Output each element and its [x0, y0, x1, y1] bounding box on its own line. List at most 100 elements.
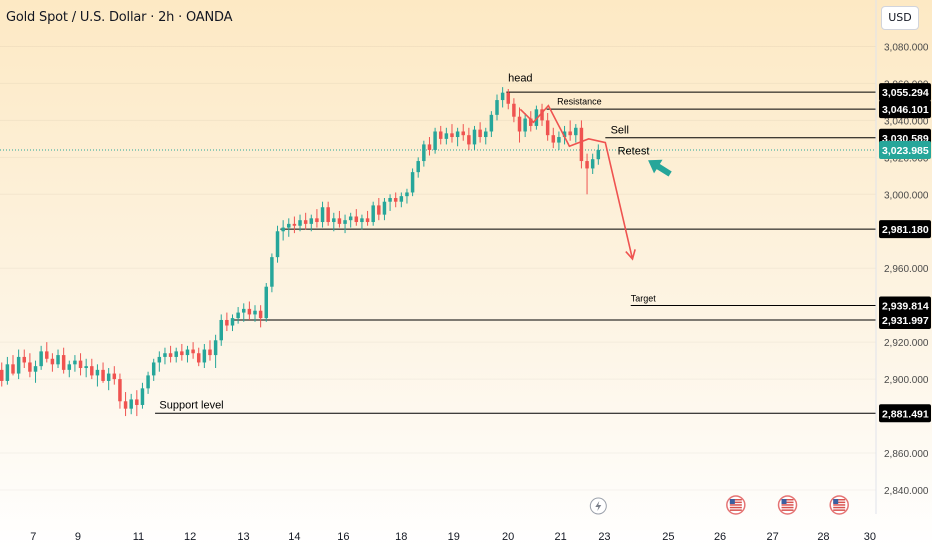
flag-icon-stripe — [729, 506, 742, 509]
candle-body — [438, 131, 443, 139]
x-tick-label: 9 — [75, 531, 81, 543]
candle-body — [585, 161, 589, 169]
candle-body — [112, 373, 117, 380]
candle-body — [135, 399, 139, 405]
x-tick-label: 19 — [448, 531, 460, 543]
price-level-tag — [879, 404, 931, 423]
candle-body — [146, 375, 150, 389]
y-tick-label: 2,960.000 — [884, 264, 929, 275]
candle-body — [28, 362, 32, 372]
x-tick-label: 28 — [817, 531, 829, 543]
candle-body — [219, 319, 223, 341]
candle-body — [500, 92, 505, 101]
candle-body — [129, 399, 133, 409]
y-tick-label: 2,900.000 — [884, 375, 929, 386]
candle-body — [506, 92, 511, 104]
flag-icon-stripe — [833, 509, 846, 511]
candle-body — [151, 362, 156, 376]
price-level-tag — [879, 296, 931, 315]
candle-body — [545, 120, 550, 136]
candle-body — [242, 308, 246, 313]
lightning-icon-glyph — [595, 501, 602, 511]
candle-body — [157, 356, 162, 363]
candle-body — [320, 207, 325, 223]
candle-body — [534, 109, 539, 126]
flag-icon-stripe — [729, 504, 742, 506]
flag-icon-stripe — [729, 509, 742, 511]
candle-body — [388, 198, 392, 202]
candle-body — [427, 144, 432, 150]
candle-body — [247, 308, 252, 315]
y-tick-label: 3,000.000 — [884, 190, 929, 201]
flag-icon-canton — [729, 499, 735, 504]
x-tick-label: 21 — [555, 531, 567, 543]
candle-body — [180, 351, 184, 356]
x-tick-label: 14 — [288, 531, 300, 543]
flag-icon-stripe — [833, 499, 846, 501]
candle-body — [416, 161, 420, 173]
candle-body — [0, 369, 4, 381]
candle-body — [540, 109, 544, 121]
price-axis[interactable]: 3,080.0003,060.0003,040.0003,020.0003,00… — [875, 0, 931, 514]
flag-icon-stripe — [833, 504, 846, 506]
candle-body — [495, 100, 499, 115]
candle-body — [56, 355, 60, 365]
green-arrow[interactable] — [644, 153, 675, 180]
event-markers[interactable] — [589, 495, 849, 515]
candle-body — [106, 373, 111, 381]
price-level-lines — [0, 91, 876, 414]
candle-body — [393, 198, 398, 202]
candle-body — [574, 127, 578, 136]
us-flag-event-icon[interactable] — [829, 495, 849, 515]
candle-body — [185, 349, 190, 356]
candle-body — [11, 364, 15, 374]
candle-body — [455, 131, 460, 138]
candle-body — [67, 364, 72, 370]
candle-body — [405, 192, 409, 197]
candle-body — [472, 129, 477, 145]
candle-body — [258, 310, 263, 319]
flag-icon-stripe — [781, 501, 794, 504]
candle-body — [90, 366, 94, 376]
candle-body — [123, 401, 128, 409]
flag-icon-stripe — [833, 501, 846, 504]
candle-body — [208, 349, 212, 356]
currency-button[interactable]: USD — [881, 6, 919, 30]
flag-icon-canton — [781, 499, 787, 504]
annotation-text: Resistance — [557, 97, 602, 107]
projection-path[interactable] — [519, 104, 634, 260]
candle-body — [365, 218, 370, 223]
lightning-icon[interactable] — [589, 497, 607, 515]
annotation-text: Support level — [159, 400, 223, 412]
projection-arrowhead — [625, 249, 636, 261]
candle-body — [337, 218, 342, 224]
x-tick-label: 16 — [337, 531, 349, 543]
candle-body — [517, 116, 522, 132]
candle-body — [174, 351, 178, 357]
candle-body — [596, 149, 601, 160]
candle-body — [343, 220, 347, 224]
candle-body — [298, 220, 302, 226]
candle-body — [568, 131, 572, 136]
y-tick-label: 3,040.000 — [884, 116, 929, 127]
candle-body — [213, 340, 218, 356]
annotation-text: head — [508, 73, 532, 85]
candle-body — [78, 360, 83, 369]
candle-body — [50, 358, 55, 365]
candle-body — [450, 133, 454, 138]
current-price-tag — [879, 140, 931, 159]
candle-body — [422, 144, 426, 162]
candle-body — [309, 218, 314, 224]
us-flag-event-icon[interactable] — [726, 495, 746, 515]
x-tick-label: 20 — [502, 531, 514, 543]
candle-body — [33, 366, 38, 372]
candle-body — [360, 218, 364, 223]
candle-body — [225, 319, 229, 326]
candle-body — [275, 231, 280, 258]
candle-body — [489, 114, 494, 132]
candle-body — [5, 364, 10, 381]
y-tick-label: 3,080.000 — [884, 42, 929, 53]
us-flag-event-icon[interactable] — [777, 495, 798, 515]
time-axis[interactable]: 7 9 11 12 13 14 16 18 19 20 21 23 25 26 27 28 30 — [30, 531, 876, 543]
